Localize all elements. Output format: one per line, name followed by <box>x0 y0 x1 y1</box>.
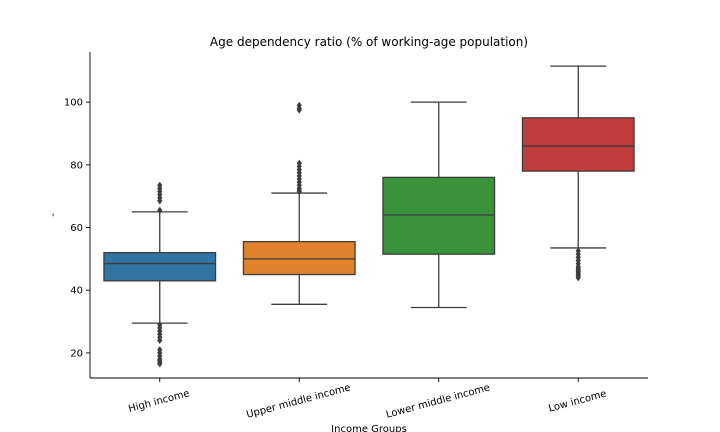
x-tick-label: High income <box>127 388 191 415</box>
x-axis-label: Income Groups <box>331 424 407 432</box>
y-tick-label: 60 <box>70 223 83 234</box>
outlier-point <box>157 206 163 214</box>
box-low-income <box>521 65 635 282</box>
box-upper-middle-income <box>242 101 356 305</box>
outlier-point <box>296 106 302 114</box>
y-axis-ticks: 20 40 60 80 100 <box>64 98 90 359</box>
iqr-box <box>103 251 217 282</box>
iqr-box <box>382 176 496 255</box>
y-axis-label: - <box>48 213 59 217</box>
x-tick-label: Upper middle income <box>245 382 352 420</box>
plot-area <box>103 65 635 368</box>
y-tick-label: 20 <box>70 348 83 359</box>
y-tick-label: 40 <box>70 286 83 297</box>
outlier-point <box>575 274 581 282</box>
outlier-point <box>157 336 163 344</box>
y-tick-label: 100 <box>64 98 83 109</box>
x-tick-label: Low income <box>547 389 607 415</box>
chart-title: Age dependency ratio (% of working-age p… <box>210 35 528 49</box>
box-high-income <box>103 181 217 368</box>
outlier-point <box>157 197 163 205</box>
y-tick-label: 80 <box>70 160 83 171</box>
x-tick-label: Lower middle income <box>385 382 491 420</box>
x-axis-ticks: High income Upper middle income Lower midd… <box>127 378 608 421</box>
outlier-point <box>296 187 302 196</box>
iqr-box <box>521 117 635 172</box>
iqr-box <box>242 240 356 276</box>
box-lower-middle-income <box>382 101 496 309</box>
outlier-point <box>157 360 163 368</box>
